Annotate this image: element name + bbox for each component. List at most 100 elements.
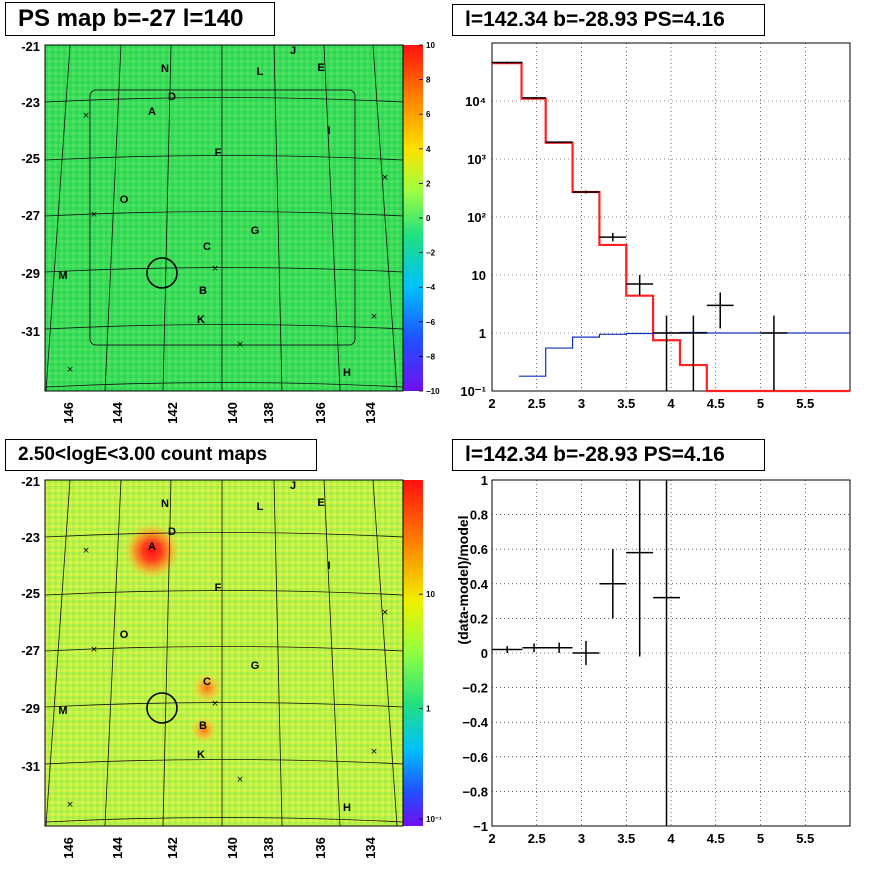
- longitude-gridline: [323, 479, 341, 827]
- count-map-area: [45, 480, 403, 826]
- longitude-gridline: [323, 44, 341, 392]
- ps-map-panel: -21 -23 -25 -27 -29 -31 146 144 142 140 138 136 134 J…: [21, 39, 440, 424]
- map-y-tick-label: -27: [21, 208, 40, 223]
- source-label: E: [317, 62, 324, 74]
- catalog-marker: ×: [236, 340, 244, 350]
- source-label: A: [148, 541, 156, 553]
- source-label: M: [58, 705, 67, 717]
- source-label: E: [317, 497, 324, 509]
- source-label: B: [199, 285, 207, 297]
- spectrum-x-tick-label: 5: [757, 396, 764, 411]
- catalog-marker: ×: [90, 645, 98, 655]
- map-y-tick-label: -21: [21, 39, 40, 54]
- catalog-marker: ×: [90, 210, 98, 220]
- residual-x-tick-label: 2.5: [528, 831, 546, 846]
- target-circle: [146, 257, 178, 289]
- colorbar-tick-label: 4: [426, 145, 431, 154]
- spectrum-y-tick-label: 10⁴: [465, 94, 486, 109]
- latitude-gridline: [44, 759, 404, 765]
- count-map-frame: [44, 479, 404, 827]
- colorbar-tick-label: −8: [426, 352, 436, 361]
- map-y-tick-label: -29: [21, 266, 40, 281]
- map-x-tick-label: 134: [363, 401, 378, 423]
- map-x-tick-label: 140: [225, 837, 240, 859]
- residual-x-tick-label: 5: [757, 831, 764, 846]
- source-label: G: [251, 660, 260, 672]
- latitude-gridline: [44, 590, 404, 596]
- source-a-blob: [124, 523, 180, 579]
- map-x-tick-label: 146: [61, 837, 76, 859]
- latitude-gridline: [44, 382, 404, 388]
- spectrum-x-tick-label: 3: [578, 396, 585, 411]
- colorbar-tick-label: −10: [426, 387, 440, 396]
- source-label: D: [168, 526, 176, 538]
- map-y-tick-label: -25: [21, 151, 40, 166]
- catalog-marker: ×: [211, 264, 219, 274]
- colorbar-tick-label: 10: [426, 41, 435, 50]
- residual-x-tick-label: 4: [667, 831, 675, 846]
- catalog-marker: ×: [381, 173, 389, 183]
- map-y-tick-label: -31: [21, 759, 40, 774]
- catalog-marker: ×: [66, 800, 74, 810]
- map-x-tick-label: 144: [110, 836, 125, 858]
- map-x-tick-label: 140: [225, 402, 240, 424]
- source-label: N: [161, 498, 169, 510]
- latitude-gridline: [44, 97, 404, 103]
- latitude-gridline: [44, 817, 404, 823]
- source-label: O: [120, 629, 129, 641]
- source-label: C: [203, 676, 211, 688]
- catalog-marker: ×: [381, 608, 389, 618]
- source-label: K: [197, 314, 205, 326]
- latitude-gridline: [44, 702, 404, 708]
- map-y-tick-label: -23: [21, 95, 40, 110]
- count-map-panel: -21 -23 -25 -27 -29 -31 146 144 142 140 138 136 134 J…: [21, 474, 442, 859]
- residual-y-tick-label: 1: [481, 473, 488, 488]
- spectrum-y-tick-label: 1: [479, 326, 486, 341]
- source-label: L: [257, 66, 264, 78]
- colorbar-tick-label: 10⁻¹: [426, 815, 442, 824]
- spectrum-title: l=142.34 b=-28.93 PS=4.16: [452, 4, 765, 36]
- map-x-tick-label: 142: [165, 837, 180, 859]
- longitude-gridline: [372, 479, 398, 827]
- residual-y-tick-label: −0.6: [462, 750, 488, 765]
- residual-y-tick-label: 0: [481, 646, 488, 661]
- map-y-tick-label: -29: [21, 701, 40, 716]
- roi-boundary: [89, 89, 356, 346]
- catalog-marker: ×: [82, 546, 90, 556]
- colorbar-tick-label: 8: [426, 76, 431, 85]
- source-label: J: [290, 480, 296, 492]
- map-y-tick-label: -31: [21, 324, 40, 339]
- colorbar-tick-label: −2: [426, 249, 436, 258]
- map-x-tick-label: 138: [261, 402, 276, 424]
- source-label: K: [197, 749, 205, 761]
- spectrum-x-tick-label: 2.5: [528, 396, 546, 411]
- spectrum-x-tick-label: 5.5: [796, 396, 814, 411]
- source-label: A: [148, 106, 156, 118]
- source-label: I: [327, 560, 330, 572]
- source-label: I: [327, 125, 330, 137]
- source-label: M: [58, 270, 67, 282]
- spectrum-y-tick-label: 10⁻¹: [460, 384, 486, 399]
- residual-plot: 2 2.5 3 3.5 4 4.5 5 5.5 1 0.8 0.6 0.4 0.2 0 −0.2 −0.4 −0…: [455, 473, 851, 846]
- longitude-gridline: [372, 44, 398, 392]
- count-map-title: 2.50<logE<3.00 count maps: [5, 439, 317, 471]
- latitude-gridline: [44, 646, 404, 652]
- residual-y-tick-label: 0.8: [470, 508, 488, 523]
- catalog-marker: ×: [370, 747, 378, 757]
- colorbar-tick-label: 1: [426, 704, 431, 713]
- residual-x-tick-label: 3.5: [617, 831, 635, 846]
- map-y-tick-label: -27: [21, 643, 40, 658]
- catalog-marker: ×: [82, 111, 90, 121]
- spectrum-plot: 2 2.5 3 3.5 4 4.5 5 5.5 10⁻¹ 1 10 10² 10³ 10⁴: [460, 42, 851, 411]
- residual-x-tick-label: 4.5: [707, 831, 725, 846]
- residual-x-tick-label: 5.5: [796, 831, 814, 846]
- map-y-tick-label: -25: [21, 586, 40, 601]
- latitude-gridline: [44, 324, 404, 330]
- residual-y-tick-label: −0.4: [462, 715, 488, 730]
- spectrum-x-tick-label: 3.5: [617, 396, 635, 411]
- count-colorbar: [403, 480, 423, 826]
- colorbar-tick-label: 10: [426, 590, 435, 599]
- longitude-gridline: [162, 44, 172, 392]
- spectrum-x-tick-label: 4: [667, 396, 675, 411]
- colorbar-tick-label: −6: [426, 318, 436, 327]
